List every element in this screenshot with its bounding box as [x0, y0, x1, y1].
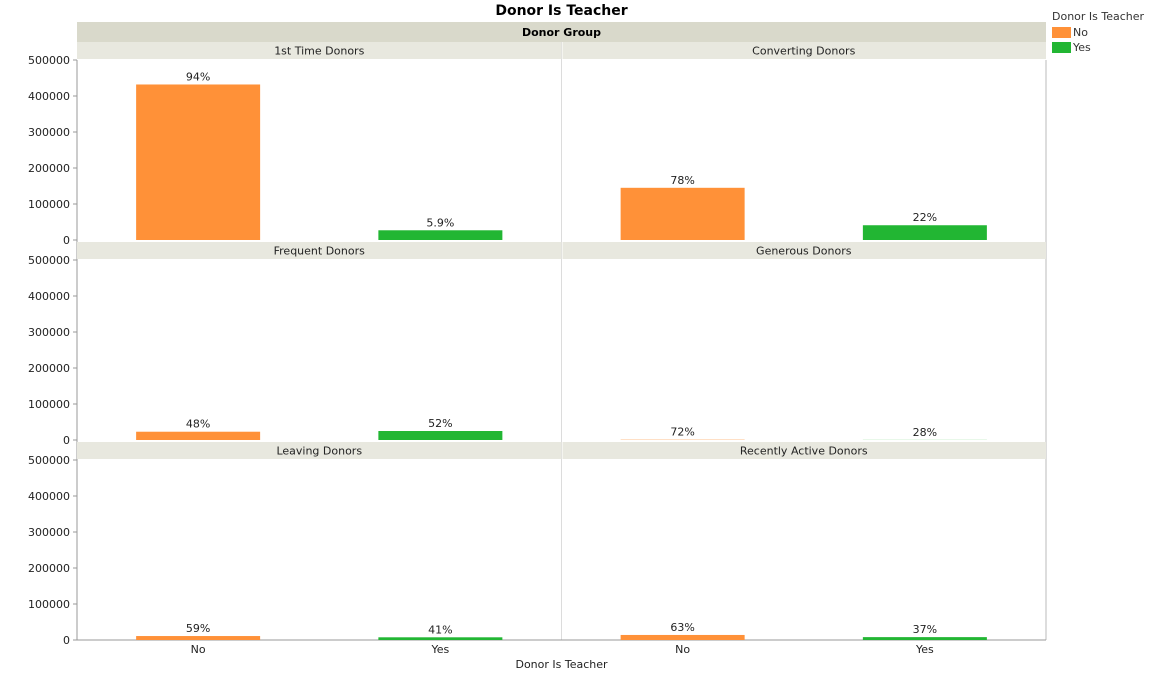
panel-title: Generous Donors	[756, 245, 852, 258]
legend-item-no[interactable]: No	[1052, 25, 1144, 40]
y-tick-label: 200000	[28, 362, 70, 375]
bar-data-label: 94%	[186, 70, 210, 83]
y-tick-label: 300000	[28, 326, 70, 339]
y-tick-label: 500000	[28, 54, 70, 67]
bar-data-label: 22%	[913, 211, 937, 224]
legend-label-no: No	[1073, 26, 1088, 39]
bar-data-label: 63%	[670, 621, 694, 634]
y-tick-label: 0	[63, 234, 70, 247]
y-tick-label: 300000	[28, 526, 70, 539]
bar-data-label: 5.9%	[426, 216, 454, 229]
bar-no	[620, 634, 745, 640]
y-tick-label: 500000	[28, 454, 70, 467]
bar-data-label: 59%	[186, 622, 210, 635]
legend-swatch-yes	[1052, 42, 1071, 53]
x-tick-label: Yes	[915, 643, 934, 656]
x-tick-label: No	[191, 643, 206, 656]
legend-label-yes: Yes	[1073, 41, 1091, 54]
bar-no	[136, 84, 261, 240]
panel-strip	[562, 242, 1046, 259]
bar-data-label: 72%	[670, 426, 694, 439]
bar-data-label: 78%	[670, 174, 694, 187]
bar-data-label: 28%	[913, 426, 937, 439]
y-tick-label: 400000	[28, 90, 70, 103]
y-tick-label: 400000	[28, 290, 70, 303]
bar-data-label: 41%	[428, 623, 452, 636]
bar-yes	[862, 225, 987, 240]
y-tick-label: 100000	[28, 598, 70, 611]
y-tick-label: 300000	[28, 126, 70, 139]
group-header-band	[77, 22, 1046, 42]
panel-title: Leaving Donors	[276, 445, 362, 458]
bar-yes	[378, 230, 503, 240]
bar-data-label: 52%	[428, 417, 452, 430]
y-tick-label: 200000	[28, 162, 70, 175]
bar-no	[136, 431, 261, 440]
panel-title: 1st Time Donors	[274, 45, 364, 58]
legend: Donor Is Teacher No Yes	[1052, 10, 1144, 55]
panel-title: Converting Donors	[752, 45, 855, 58]
x-axis-label: Donor Is Teacher	[515, 658, 608, 671]
panel-strip	[77, 42, 562, 59]
panel-strip	[562, 442, 1046, 459]
panel-title: Recently Active Donors	[740, 445, 868, 458]
y-tick-label: 100000	[28, 198, 70, 211]
panel-strip	[77, 242, 562, 259]
y-tick-label: 0	[63, 634, 70, 647]
y-tick-label: 500000	[28, 254, 70, 267]
y-tick-label: 100000	[28, 398, 70, 411]
bar-yes	[378, 431, 503, 440]
y-tick-label: 0	[63, 434, 70, 447]
bar-data-label: 48%	[186, 418, 210, 431]
x-tick-label: No	[675, 643, 690, 656]
bar-data-label: 37%	[913, 623, 937, 636]
x-tick-label: Yes	[430, 643, 449, 656]
legend-item-yes[interactable]: Yes	[1052, 40, 1144, 55]
bar-no	[136, 636, 261, 640]
panel-strip	[77, 442, 562, 459]
y-tick-label: 200000	[28, 562, 70, 575]
bar-no	[620, 187, 745, 240]
bar-yes	[378, 637, 503, 640]
panel-title: Frequent Donors	[274, 245, 366, 258]
legend-title: Donor Is Teacher	[1052, 10, 1145, 23]
legend-swatch-no	[1052, 27, 1071, 38]
group-header-label: Donor Group	[522, 26, 601, 39]
chart-title: Donor Is Teacher	[495, 3, 628, 19]
panel-strip	[562, 42, 1046, 59]
y-tick-label: 400000	[28, 490, 70, 503]
bar-yes	[862, 637, 987, 640]
